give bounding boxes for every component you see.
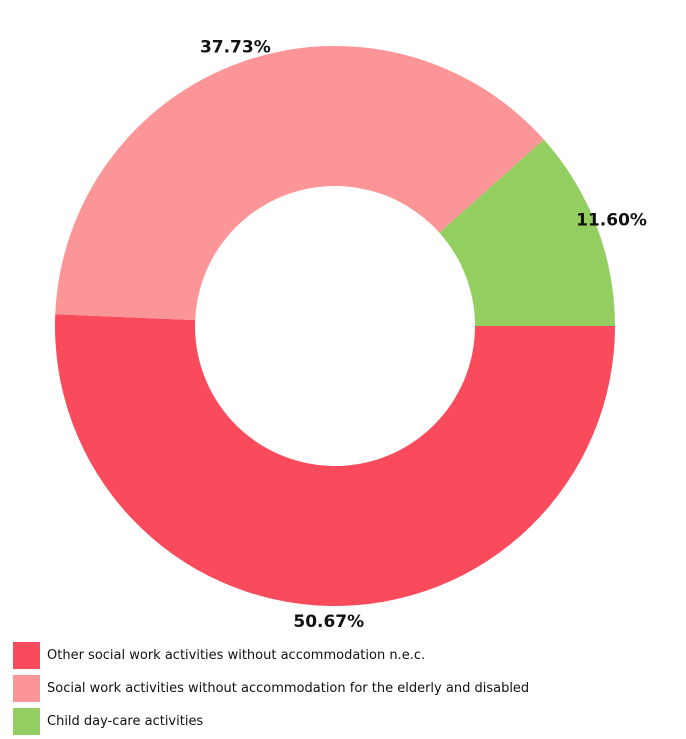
legend-label: Other social work activities without acc…	[47, 647, 426, 663]
label-elderly-disabled: 37.73%	[200, 37, 271, 57]
slice-elderly-disabled	[55, 45, 544, 321]
legend-swatch	[13, 641, 40, 669]
legend-label: Child day-care activities	[47, 713, 204, 729]
label-child-day-care: 11.60%	[576, 211, 647, 231]
donut-slices	[55, 45, 616, 607]
legend-item-child-day-care: Child day-care activities	[13, 706, 673, 736]
label-other-social-work: 50.67%	[293, 612, 364, 632]
slice-child-day-care	[439, 139, 615, 326]
slice-labels: 50.67% 37.73% 11.60%	[200, 37, 647, 632]
legend-item-other-social-work: Other social work activities without acc…	[13, 640, 673, 670]
legend-item-elderly-disabled: Social work activities without accommoda…	[13, 673, 673, 703]
legend: Other social work activities without acc…	[13, 640, 673, 739]
legend-swatch	[13, 707, 40, 735]
legend-label: Social work activities without accommoda…	[47, 680, 530, 696]
legend-swatch	[13, 674, 40, 702]
slice-other-social-work	[55, 314, 616, 607]
